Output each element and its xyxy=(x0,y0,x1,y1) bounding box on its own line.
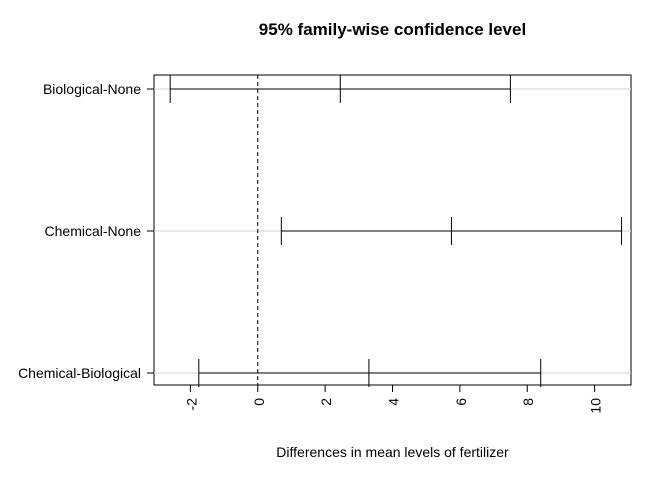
x-axis-label: Differences in mean levels of fertilizer xyxy=(276,444,509,460)
y-tick-label: Chemical-Biological xyxy=(18,365,141,381)
interval-chemical-biological xyxy=(198,359,542,387)
plot-frame xyxy=(153,74,632,386)
x-tick-label: 6 xyxy=(453,398,469,406)
interval-chemical-none xyxy=(280,217,623,245)
x-tick-label: 0 xyxy=(251,398,267,406)
interval-biological-none xyxy=(169,75,511,103)
x-tick-label: 2 xyxy=(318,398,334,406)
x-tick-label: 4 xyxy=(386,398,402,406)
chart-title: 95% family-wise confidence level xyxy=(259,20,526,39)
y-tick-label: Chemical-None xyxy=(45,223,142,239)
x-tick-label: 10 xyxy=(588,398,604,414)
y-tick-label: Biological-None xyxy=(43,81,141,97)
x-tick-label: 8 xyxy=(520,398,536,406)
x-tick-label: -2 xyxy=(183,398,199,411)
